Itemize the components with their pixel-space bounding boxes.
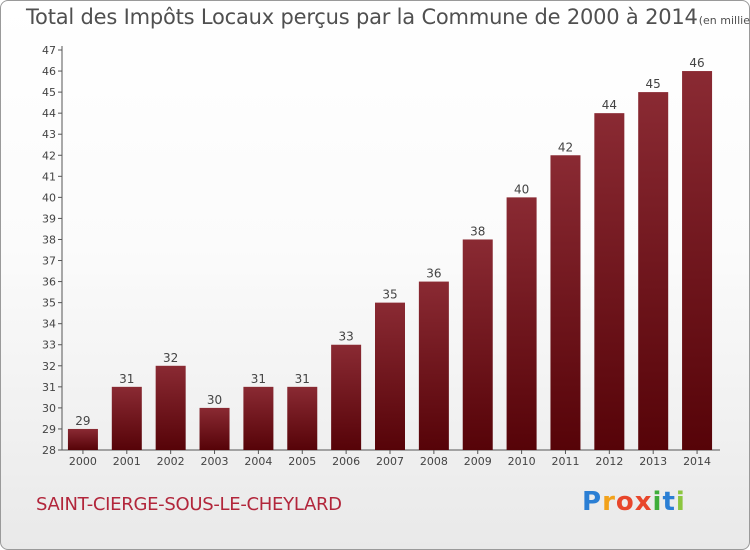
chart-title: Total des Impôts Locaux perçus par la Co… [26,5,698,29]
y-tick-label: 38 [42,233,56,246]
logo-letter: t [662,487,676,517]
bar-2003 [199,407,230,450]
bar-value-label: 35 [382,288,397,302]
bar-2005 [287,386,318,450]
x-tick-label: 2010 [508,455,536,468]
y-tick-label: 46 [42,65,56,78]
logo-letter: o [615,487,635,517]
bar-value-label: 30 [207,393,222,407]
bar-2012 [594,113,625,450]
bar-value-label: 31 [295,372,310,386]
y-tick-label: 47 [42,44,56,57]
bar-value-label: 36 [426,267,441,281]
bar-value-label: 31 [119,372,134,386]
y-tick-label: 30 [42,402,56,415]
x-tick-label: 2013 [639,455,667,468]
y-tick-label: 34 [42,318,56,331]
y-tick-label: 28 [42,444,56,457]
y-tick-label: 32 [42,360,56,373]
y-tick-label: 43 [42,128,56,141]
bar-value-label: 40 [514,182,529,196]
y-tick-label: 36 [42,276,56,289]
bar-value-label: 38 [470,224,485,238]
proxiti-logo: Proxiti [582,487,686,517]
bar-value-label: 32 [163,351,178,365]
x-tick-label: 2009 [464,455,492,468]
bar-2010 [506,197,537,450]
logo-letter: i [652,487,663,517]
bar-2004 [243,386,274,450]
y-tick-label: 35 [42,297,56,310]
y-tick-label: 33 [42,339,56,352]
logo-letter: P [582,487,603,517]
x-tick-label: 2012 [595,455,623,468]
bar-value-label: 46 [689,56,704,70]
bar-2002 [155,365,186,450]
bar-value-label: 33 [338,330,353,344]
chart-title-block: Total des Impôts Locaux perçus par la Co… [26,5,750,29]
bar-2009 [462,239,493,450]
x-tick-label: 2002 [157,455,185,468]
logo-letter: x [634,487,653,517]
x-tick-label: 2008 [420,455,448,468]
y-tick-label: 44 [42,107,56,120]
bar-value-label: 44 [602,98,617,112]
bar-2014 [682,71,713,450]
x-tick-label: 2007 [376,455,404,468]
y-tick-label: 42 [42,149,56,162]
x-tick-label: 2011 [551,455,579,468]
bar-2001 [111,386,142,450]
x-tick-label: 2005 [288,455,316,468]
x-tick-label: 2000 [69,455,97,468]
bar-2006 [331,344,362,450]
y-tick-label: 39 [42,212,56,225]
x-tick-label: 2006 [332,455,360,468]
bar-2013 [638,92,669,451]
logo-letter: r [602,487,616,517]
x-tick-label: 2001 [113,455,141,468]
y-tick-label: 37 [42,255,56,268]
bar-value-label: 31 [251,372,266,386]
bar-value-label: 29 [75,414,90,428]
x-tick-label: 2014 [683,455,711,468]
y-tick-label: 40 [42,191,56,204]
y-tick-label: 45 [42,86,56,99]
bar-value-label: 42 [558,140,573,154]
bar-value-label: 45 [646,77,661,91]
x-tick-label: 2004 [244,455,272,468]
x-tick-label: 2003 [201,455,229,468]
bar-2007 [375,302,405,450]
chart-labels: 29 2000 31 2001 32 2002 30 2003 31 2004 31 2005 33 20… [69,56,711,468]
chart-title-unit: (en milliers d'€) [698,14,750,27]
bar-2011 [550,155,581,450]
logo-letter: i [675,487,686,517]
y-tick-label: 29 [42,423,56,436]
chart-bars [67,71,713,451]
y-tick-label: 41 [42,170,56,183]
bar-2008 [418,281,449,450]
y-tick-label: 31 [42,381,56,394]
bar-2000 [67,428,98,450]
commune-name: SAINT-CIERGE-SOUS-LE-CHEYLARD [36,494,342,515]
